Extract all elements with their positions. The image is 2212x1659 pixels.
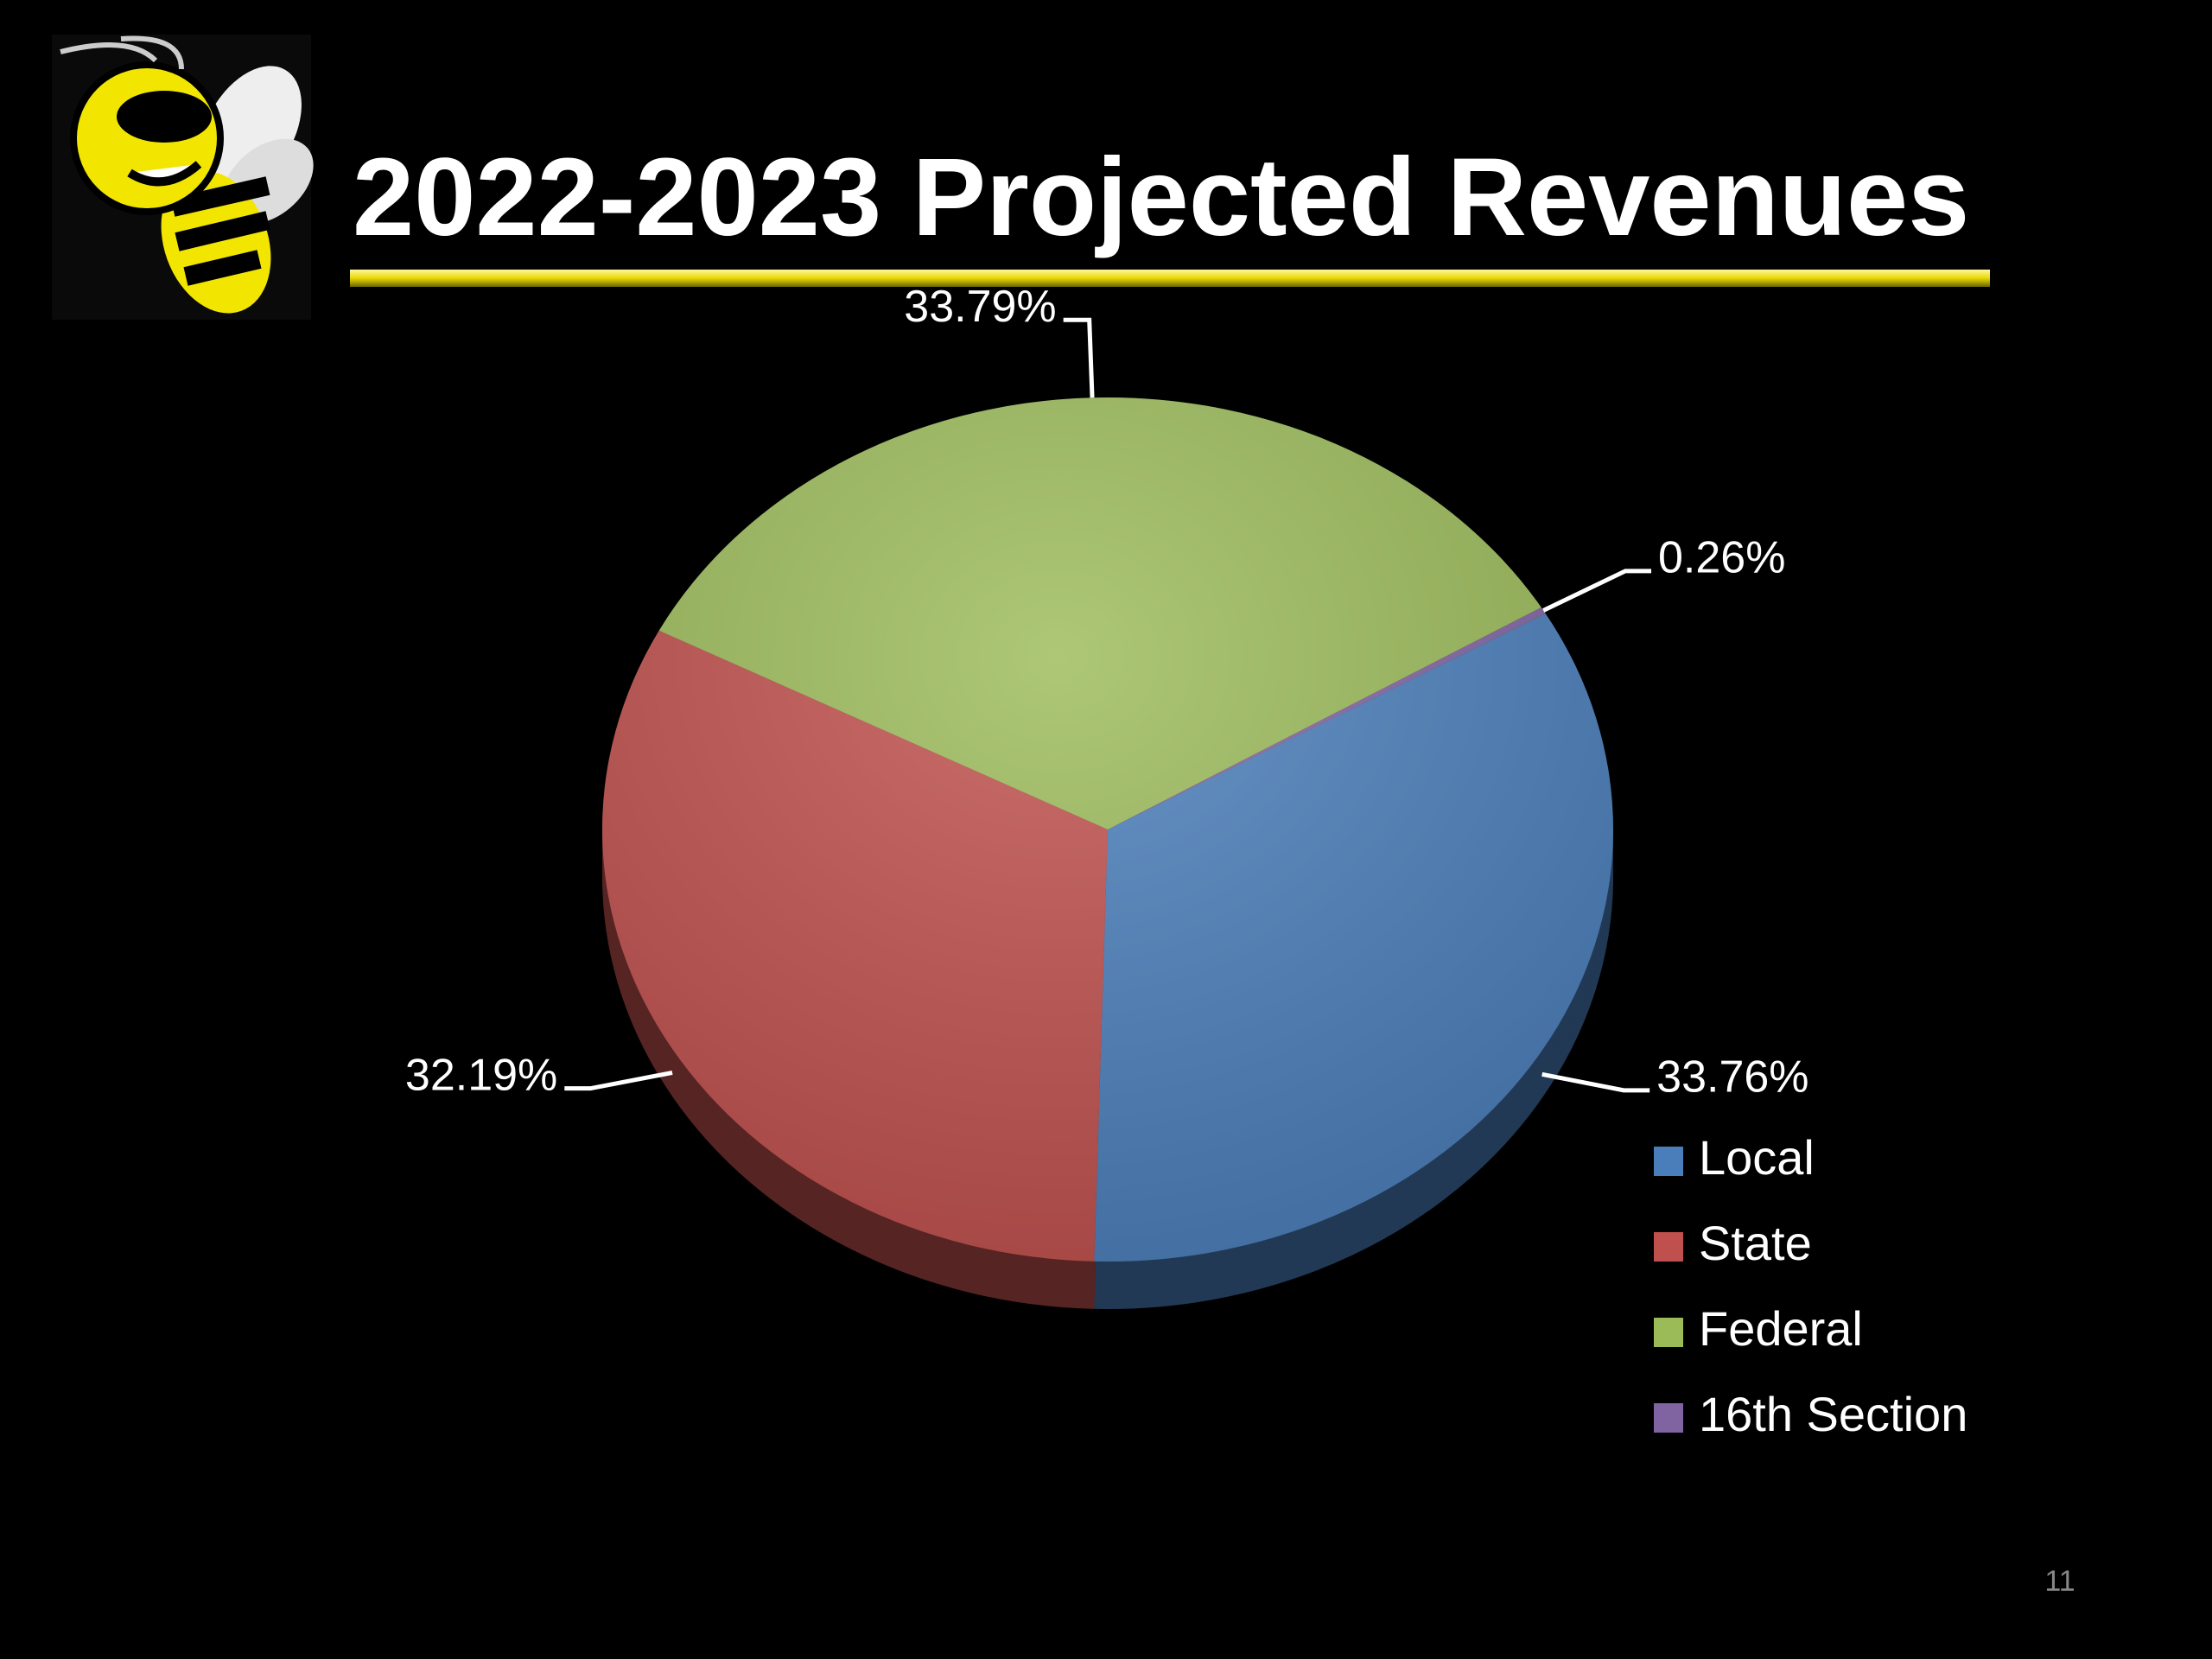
- data-label: 0.26%: [1658, 533, 1785, 583]
- leader-line: [564, 1070, 673, 1091]
- pie-shine: [602, 397, 1613, 1262]
- legend-swatch: [1654, 1318, 1683, 1347]
- leader-line: [1063, 317, 1095, 398]
- leader-line: [1542, 569, 1652, 613]
- chart-title: 2022-2023 Projected Revenues: [353, 136, 1969, 259]
- page-number: 11: [2044, 1565, 2075, 1598]
- legend-swatch: [1654, 1147, 1683, 1176]
- data-label: 33.79%: [904, 282, 1056, 332]
- legend-label: State: [1699, 1216, 1812, 1270]
- legend-label: Federal: [1699, 1301, 1863, 1356]
- legend-label: Local: [1699, 1130, 1815, 1185]
- legend-swatch: [1654, 1403, 1683, 1433]
- legend-swatch: [1654, 1232, 1683, 1262]
- leader-line: [1541, 1071, 1650, 1093]
- legend-label: 16th Section: [1699, 1387, 1967, 1441]
- logo: [52, 35, 314, 320]
- data-label: 32.19%: [405, 1050, 557, 1100]
- title-underline: [350, 270, 1990, 287]
- data-label: 33.76%: [1656, 1052, 1808, 1103]
